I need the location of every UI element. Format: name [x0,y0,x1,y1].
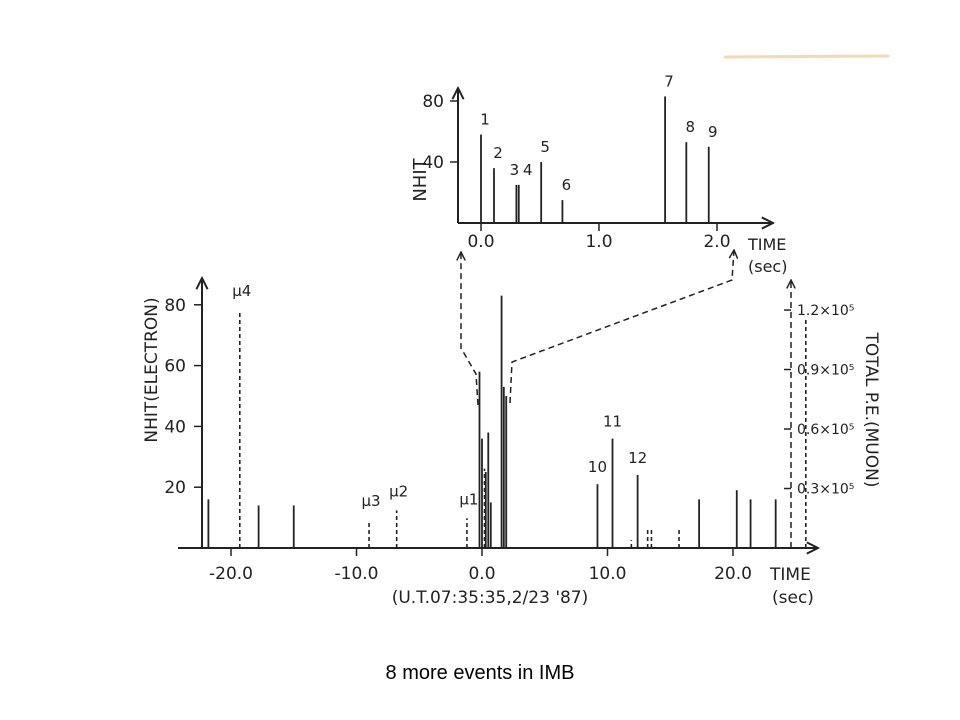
inset-event-label: 3 [510,161,520,179]
main-x-axis-unit: (sec) [772,588,814,608]
inset-x-tick-label: 1.0 [585,232,612,252]
zoom-connector-right [509,250,734,404]
inset-x-ticks: 0.0 1.0 2.0 [467,223,731,252]
main-x-tick-label: 0.0 [468,564,495,584]
main-event-bars [207,295,777,548]
main-event-label: 11 [603,413,622,431]
inset-event-bars [480,96,710,223]
inset-x-tick-label: 0.0 [467,232,494,252]
inset-x-axis-unit: (sec) [748,257,787,276]
main-x-ticks: -20.0 -10.0 0.0 10.0 20.0 [209,548,752,584]
main-muon-bars [238,310,807,548]
main-y-tick-label: 20 [164,478,186,498]
scan-smudge [723,54,890,59]
inset-x-tick-label: 2.0 [703,232,730,252]
main-right-tick-label: 0.9×10⁵ [797,363,854,379]
main-right-ticks: 0.3×10⁵ 0.6×10⁵ 0.9×10⁵ 1.2×10⁵ [784,303,854,498]
inset-y-axis-label: NHIT [410,157,431,201]
main-y-tick-label: 40 [164,417,186,437]
main-event-label: 10 [588,458,607,476]
main-muon-label: μ4 [232,282,251,300]
main-right-tick-label: 0.6×10⁵ [797,422,854,438]
main-event-label: 12 [628,449,647,467]
zoom-connector-left [461,252,479,406]
main-plot: 20 40 60 80 0.3×10⁵ 0.6×10⁵ 0.9×10⁵ 1.2×10⁵ -2… [142,278,881,608]
main-right-axis-label: TOTAL P.E.(MUON) [861,332,881,488]
main-x-subtitle: (U.T.07:35:35,2/23 '87) [392,588,589,608]
main-x-tick-label: -10.0 [335,564,379,584]
main-muon-label: μ1 [459,490,478,508]
main-right-tick-label: 0.3×10⁵ [797,482,854,498]
main-x-tick-label: -20.0 [209,564,253,584]
inset-event-label: 8 [686,118,696,136]
inset-event-label: 2 [493,144,503,162]
inset-event-label: 1 [480,111,490,129]
main-y-tick-label: 60 [164,357,186,377]
inset-event-label: 9 [708,123,718,141]
main-muon-label: μ2 [389,482,408,500]
main-y-axis-label: NHIT(ELECTRON) [142,297,162,442]
inset-event-label: 7 [664,72,674,90]
inset-event-label: 6 [562,176,572,194]
main-right-tick-label: 1.2×10⁵ [797,303,854,319]
inset-event-labels: 123 45 6 7 8 9 [480,72,717,194]
inset-x-axis-label: TIME [747,235,786,254]
slide-caption: 8 more events in IMB [385,662,575,684]
inset-y-tick-label: 80 [422,92,444,112]
main-x-tick-label: 20.0 [714,564,752,584]
main-muon-label: μ3 [362,492,381,510]
main-y-ticks: 20 40 60 80 [164,296,202,498]
inset-event-label: 4 [523,161,533,179]
inset-event-label: 5 [540,138,550,156]
main-x-tick-label: 10.0 [589,564,627,584]
inset-y-ticks: 40 80 [422,92,458,173]
inset-plot: 40 80 0.0 1.0 2.0 123 45 6 7 8 9 NHIT TIME (sec) [410,72,787,276]
main-x-axis-label: TIME [769,565,811,585]
main-event-labels: 10 11 12 μ4 μ3 μ2 μ1 [232,282,647,510]
main-y-tick-label: 80 [164,296,186,316]
inset-y-tick-label: 40 [422,153,444,173]
